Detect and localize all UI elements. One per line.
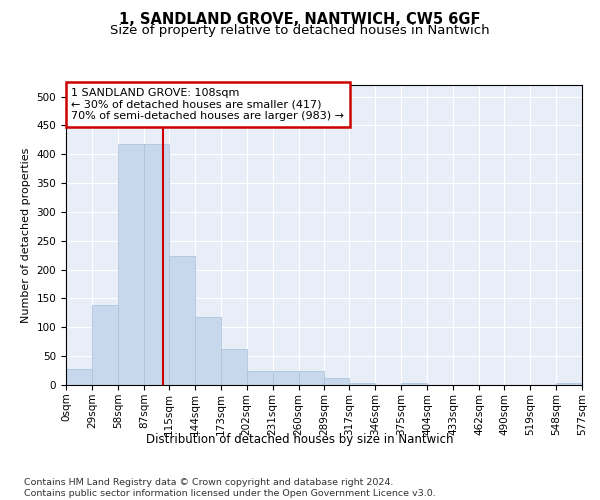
Bar — [299, 370, 325, 385]
Bar — [195, 317, 221, 385]
Text: Distribution of detached houses by size in Nantwich: Distribution of detached houses by size … — [146, 432, 454, 446]
Bar — [247, 370, 272, 385]
Bar — [118, 144, 144, 385]
Bar — [556, 384, 582, 385]
Text: 1, SANDLAND GROVE, NANTWICH, CW5 6GF: 1, SANDLAND GROVE, NANTWICH, CW5 6GF — [119, 12, 481, 28]
Bar — [144, 144, 169, 385]
Bar — [169, 256, 195, 385]
Bar — [92, 306, 118, 385]
Bar — [66, 370, 92, 385]
Bar — [272, 370, 299, 385]
Text: Contains HM Land Registry data © Crown copyright and database right 2024.
Contai: Contains HM Land Registry data © Crown c… — [24, 478, 436, 498]
Bar — [401, 384, 427, 385]
Y-axis label: Number of detached properties: Number of detached properties — [21, 148, 31, 322]
Bar — [221, 349, 247, 385]
Bar — [349, 384, 376, 385]
Text: 1 SANDLAND GROVE: 108sqm
← 30% of detached houses are smaller (417)
70% of semi-: 1 SANDLAND GROVE: 108sqm ← 30% of detach… — [71, 88, 344, 121]
Text: Size of property relative to detached houses in Nantwich: Size of property relative to detached ho… — [110, 24, 490, 37]
Bar — [325, 378, 349, 385]
